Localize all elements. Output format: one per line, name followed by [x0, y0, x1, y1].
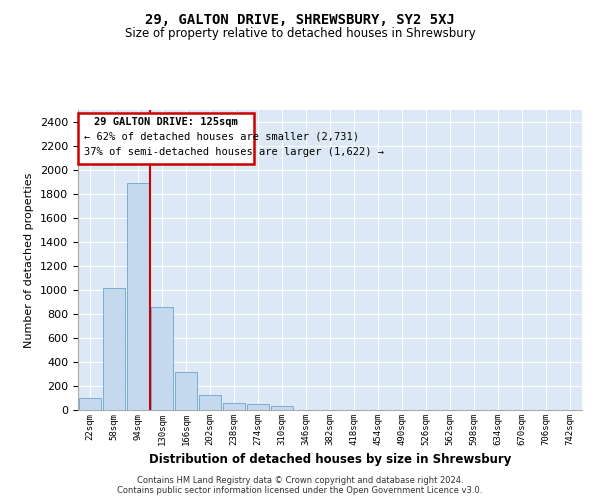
Bar: [199, 395, 221, 410]
Text: Size of property relative to detached houses in Shrewsbury: Size of property relative to detached ho…: [125, 28, 475, 40]
Text: Contains public sector information licensed under the Open Government Licence v3: Contains public sector information licen…: [118, 486, 482, 495]
Bar: [223, 403, 245, 410]
Y-axis label: Number of detached properties: Number of detached properties: [25, 172, 34, 348]
Bar: [103, 288, 125, 410]
X-axis label: Distribution of detached houses by size in Shrewsbury: Distribution of detached houses by size …: [149, 454, 511, 466]
Text: 29 GALTON DRIVE: 125sqm: 29 GALTON DRIVE: 125sqm: [94, 116, 238, 126]
Bar: [151, 308, 173, 410]
Text: 29, GALTON DRIVE, SHREWSBURY, SY2 5XJ: 29, GALTON DRIVE, SHREWSBURY, SY2 5XJ: [145, 12, 455, 26]
Bar: [127, 183, 149, 410]
Text: 37% of semi-detached houses are larger (1,622) →: 37% of semi-detached houses are larger (…: [84, 147, 384, 157]
Bar: [175, 372, 197, 410]
Text: Contains HM Land Registry data © Crown copyright and database right 2024.: Contains HM Land Registry data © Crown c…: [137, 476, 463, 485]
Bar: [271, 406, 293, 410]
Bar: [79, 398, 101, 410]
Text: ← 62% of detached houses are smaller (2,731): ← 62% of detached houses are smaller (2,…: [84, 131, 359, 141]
Bar: [247, 404, 269, 410]
